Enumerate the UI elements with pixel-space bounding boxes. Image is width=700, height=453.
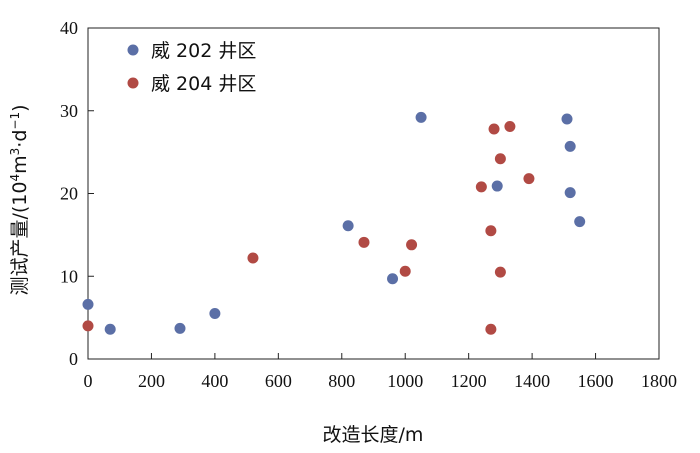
x-tick-label: 800 <box>328 371 355 391</box>
series-2-point <box>494 266 506 278</box>
series-1-point <box>564 140 576 152</box>
y-tick-label: 20 <box>60 184 78 204</box>
series-2-point <box>475 181 487 193</box>
x-axis-ticks: 0 200 400 600 800 1000 1200 1400 1600 1800 <box>84 353 677 391</box>
x-tick-label: 400 <box>201 371 228 391</box>
series-1-point <box>564 187 576 199</box>
x-tick-label: 1000 <box>387 371 423 391</box>
series-1-point <box>104 323 116 335</box>
y-label-sup3: −1 <box>8 112 22 130</box>
series-2-point <box>504 120 516 132</box>
x-tick-label: 1600 <box>578 371 614 391</box>
series-2-point <box>494 153 506 165</box>
y-tick-label: 40 <box>60 18 78 38</box>
x-axis-label: 改造长度/m <box>323 424 424 446</box>
x-tick-label: 1800 <box>641 371 677 391</box>
series-1-point <box>82 298 94 310</box>
y-axis-ticks: 0 10 20 30 40 <box>60 18 94 369</box>
series-2-point <box>485 323 497 335</box>
series-1-point <box>561 113 573 125</box>
series-1-point <box>415 111 427 123</box>
y-tick-label: 0 <box>69 349 78 369</box>
legend-label-series-1: 威 202 井区 <box>151 40 256 62</box>
x-tick-label: 1400 <box>514 371 550 391</box>
series-2-point <box>485 225 497 237</box>
y-label-mid: m <box>9 155 31 174</box>
x-tick-label: 200 <box>138 371 165 391</box>
y-label-main: 测试产量/(10 <box>9 182 31 296</box>
x-tick-label: 600 <box>265 371 292 391</box>
series-2-point <box>358 236 370 248</box>
x-tick-label: 0 <box>84 371 93 391</box>
series-1-point <box>387 273 399 285</box>
series-2-point <box>82 320 94 332</box>
series-2-point <box>523 173 535 185</box>
y-label-sup1: 4 <box>8 174 22 182</box>
series-1-point <box>574 216 586 228</box>
data-points <box>82 111 586 335</box>
series-2-point <box>488 123 500 135</box>
legend: 威 202 井区威 204 井区 <box>127 40 256 95</box>
y-label-mid2: ·d <box>9 130 31 148</box>
series-2-point <box>406 239 418 251</box>
x-tick-label: 1200 <box>451 371 487 391</box>
y-tick-label: 30 <box>60 101 78 121</box>
y-tick-label: 10 <box>60 266 78 286</box>
legend-marker-series-1 <box>127 44 139 56</box>
series-2-point <box>399 265 411 277</box>
series-2-point <box>247 252 259 264</box>
series-1-point <box>174 322 186 334</box>
y-label-end: ) <box>9 104 31 111</box>
legend-marker-series-2 <box>127 77 139 89</box>
series-1-point <box>342 220 354 232</box>
series-1-point <box>491 180 503 192</box>
legend-label-series-2: 威 204 井区 <box>151 73 256 95</box>
y-axis-label: 测试产量/(104m3·d−1) <box>8 104 31 295</box>
series-1-point <box>209 307 221 319</box>
y-label-sup2: 3 <box>8 148 22 156</box>
